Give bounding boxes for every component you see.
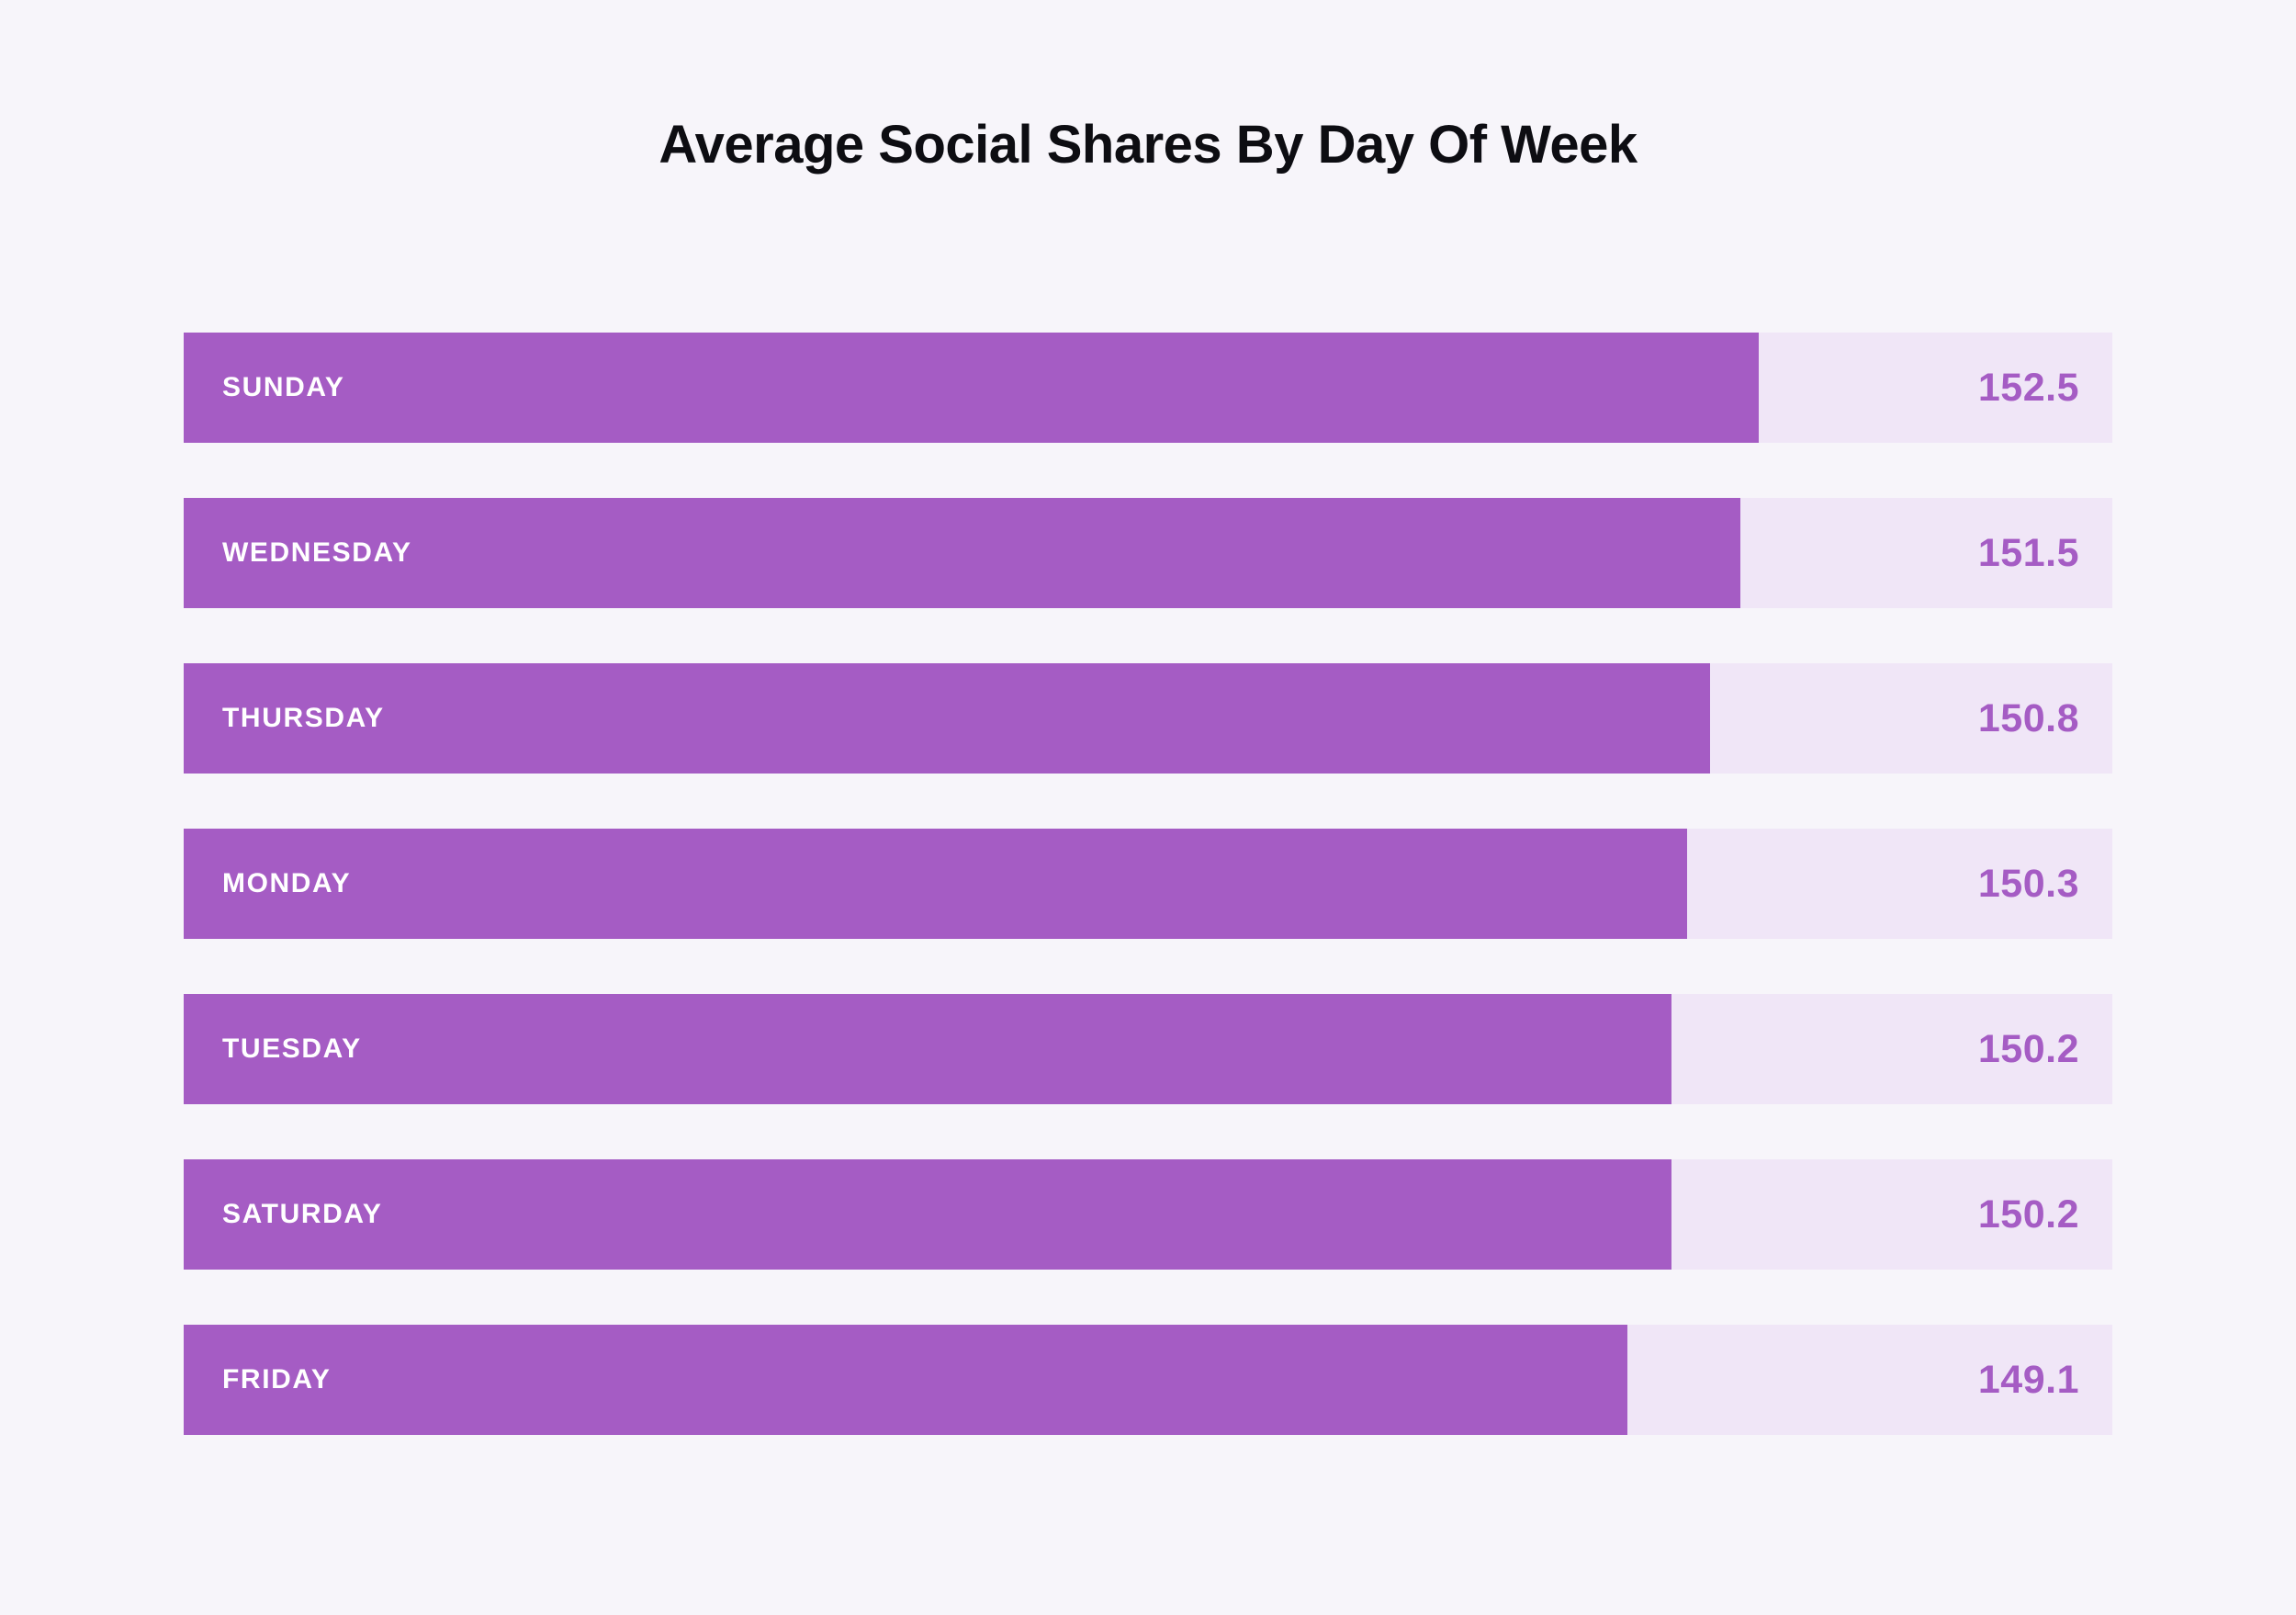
bar-value-label: 151.5 bbox=[1977, 530, 2079, 575]
bar-row[interactable]: SUNDAY 152.5 bbox=[184, 333, 2112, 443]
bar-list: SUNDAY 152.5 WEDNESDAY 151.5 THURSDAY 150.8 MO… bbox=[184, 333, 2112, 1435]
bar-fill bbox=[184, 829, 1687, 939]
bar-row[interactable]: TUESDAY 150.2 bbox=[184, 994, 2112, 1104]
bar-value-label: 149.1 bbox=[1977, 1357, 2079, 1402]
bar-value-label: 152.5 bbox=[1977, 365, 2079, 410]
bar-fill bbox=[184, 1325, 1628, 1435]
bar-value-label: 150.2 bbox=[1977, 1026, 2079, 1071]
bar-fill bbox=[184, 663, 1710, 774]
bar-fill bbox=[184, 994, 1671, 1104]
bar-row[interactable]: WEDNESDAY 151.5 bbox=[184, 498, 2112, 608]
bar-category-label: SATURDAY bbox=[222, 1199, 383, 1229]
bar-category-label: TUESDAY bbox=[222, 1033, 362, 1064]
bar-row[interactable]: FRIDAY 149.1 bbox=[184, 1325, 2112, 1435]
bar-row[interactable]: SATURDAY 150.2 bbox=[184, 1159, 2112, 1270]
bar-fill bbox=[184, 333, 1760, 443]
bar-value-label: 150.8 bbox=[1977, 695, 2079, 740]
bar-category-label: MONDAY bbox=[222, 868, 352, 898]
bar-row[interactable]: MONDAY 150.3 bbox=[184, 829, 2112, 939]
bar-fill bbox=[184, 498, 1740, 608]
bar-category-label: FRIDAY bbox=[222, 1364, 332, 1395]
bar-value-label: 150.3 bbox=[1977, 861, 2079, 906]
bar-value-label: 150.2 bbox=[1977, 1191, 2079, 1237]
bar-category-label: THURSDAY bbox=[222, 703, 385, 733]
bar-category-label: WEDNESDAY bbox=[222, 537, 412, 568]
bar-category-label: SUNDAY bbox=[222, 372, 345, 402]
chart-title: Average Social Shares By Day Of Week bbox=[658, 115, 1638, 175]
bar-row[interactable]: THURSDAY 150.8 bbox=[184, 663, 2112, 774]
bar-fill bbox=[184, 1159, 1671, 1270]
